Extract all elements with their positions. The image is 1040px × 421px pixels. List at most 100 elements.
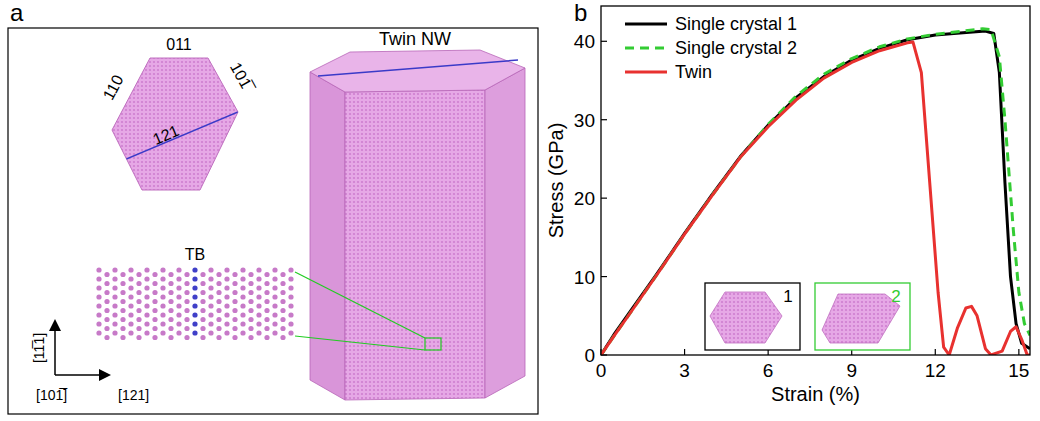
x-tick-label: 15	[1008, 360, 1029, 381]
atom	[144, 312, 149, 317]
panel-letter: b	[574, 0, 587, 26]
series-line	[601, 29, 1030, 355]
atom	[280, 308, 285, 313]
x-tick-label: 9	[846, 360, 857, 381]
atom	[240, 267, 245, 272]
atom	[168, 272, 173, 277]
atom	[240, 285, 245, 290]
nw-face	[485, 68, 525, 398]
atom	[192, 276, 197, 281]
atom	[256, 330, 261, 335]
atom	[160, 285, 165, 290]
atom	[112, 321, 117, 326]
atom	[112, 267, 117, 272]
atom	[280, 272, 285, 277]
atom	[216, 272, 221, 277]
atom	[184, 335, 189, 340]
plot-area	[601, 29, 1030, 355]
atom	[272, 330, 277, 335]
atom	[184, 326, 189, 331]
y-tick-label: 10	[574, 267, 595, 288]
atom	[224, 276, 229, 281]
atom	[120, 308, 125, 313]
y-axis-title: Stress (GPa)	[545, 123, 567, 239]
atom	[120, 317, 125, 322]
atom	[256, 312, 261, 317]
atom	[112, 285, 117, 290]
atom	[248, 290, 253, 295]
atom	[120, 272, 125, 277]
atom	[160, 312, 165, 317]
atom	[104, 308, 109, 313]
atom	[224, 294, 229, 299]
atom	[256, 276, 261, 281]
atom	[120, 326, 125, 331]
plot-frame	[601, 6, 1030, 355]
atom	[192, 294, 197, 299]
atom	[160, 321, 165, 326]
atom	[160, 267, 165, 272]
atom	[216, 317, 221, 322]
atom	[136, 299, 141, 304]
atom	[128, 267, 133, 272]
atom	[248, 317, 253, 322]
atom	[152, 335, 157, 340]
atom	[128, 303, 133, 308]
axis-arrow	[54, 322, 56, 375]
y-tick	[601, 41, 607, 42]
atom	[232, 299, 237, 304]
atom	[248, 308, 253, 313]
x-tick-label: 0	[596, 360, 607, 381]
atom	[232, 335, 237, 340]
atom	[200, 335, 205, 340]
nw-top	[310, 50, 525, 92]
atom	[136, 317, 141, 322]
atom	[216, 326, 221, 331]
atom	[224, 267, 229, 272]
atom	[248, 299, 253, 304]
atom	[144, 267, 149, 272]
atom	[264, 317, 269, 322]
atom	[272, 285, 277, 290]
atom	[192, 321, 197, 326]
atom	[104, 299, 109, 304]
series-line	[601, 42, 1030, 355]
atom	[104, 335, 109, 340]
atom	[144, 285, 149, 290]
x-tick	[935, 349, 936, 355]
atom	[128, 330, 133, 335]
atom	[208, 321, 213, 326]
atom	[216, 308, 221, 313]
atom	[216, 281, 221, 286]
nw-label: Twin NW	[379, 29, 451, 49]
atom	[96, 303, 101, 308]
atom	[192, 267, 197, 272]
atom	[184, 272, 189, 277]
atom	[200, 308, 205, 313]
atom	[224, 312, 229, 317]
atom	[96, 285, 101, 290]
atom	[96, 294, 101, 299]
atom	[176, 285, 181, 290]
legend-label: Twin	[675, 62, 712, 82]
atom	[208, 303, 213, 308]
atom	[112, 276, 117, 281]
atom	[136, 326, 141, 331]
atom	[240, 303, 245, 308]
atom	[104, 272, 109, 277]
atom	[264, 299, 269, 304]
atom	[256, 303, 261, 308]
atom	[280, 281, 285, 286]
atom	[104, 281, 109, 286]
atom	[176, 330, 181, 335]
atom	[176, 294, 181, 299]
atom	[96, 312, 101, 317]
y-tick	[601, 119, 607, 120]
atom	[264, 272, 269, 277]
atom	[168, 290, 173, 295]
legend-swatch	[625, 47, 667, 50]
atom	[232, 290, 237, 295]
atom	[232, 272, 237, 277]
atom	[232, 281, 237, 286]
atom	[224, 285, 229, 290]
